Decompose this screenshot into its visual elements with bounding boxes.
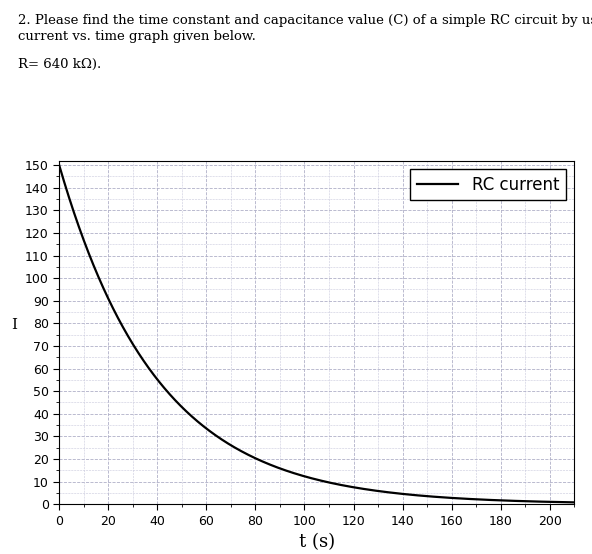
Text: 2. Please find the time constant and capacitance value (C) of a simple RC circui: 2. Please find the time constant and cap… xyxy=(18,14,592,27)
X-axis label: t (s): t (s) xyxy=(298,533,335,551)
Text: current vs. time graph given below.: current vs. time graph given below. xyxy=(18,30,256,43)
Legend: RC current: RC current xyxy=(410,169,566,201)
Text: R= 640 kΩ).: R= 640 kΩ). xyxy=(18,58,101,71)
Y-axis label: I: I xyxy=(11,319,17,332)
